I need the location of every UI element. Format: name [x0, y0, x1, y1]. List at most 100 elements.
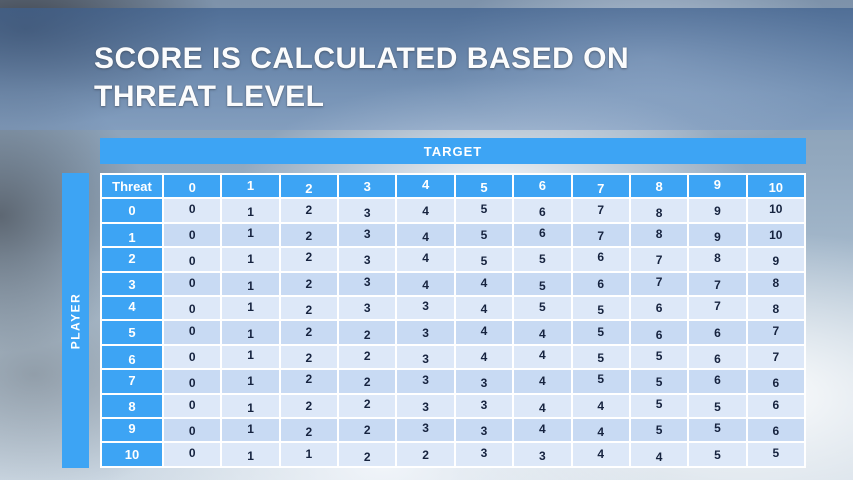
score-cell: 5: [628, 368, 690, 395]
table-row: 2 0 1 2 3 4 5 5 6 7 8 9: [100, 246, 807, 273]
score-cell: 1: [220, 441, 281, 468]
score-cell: 7: [628, 246, 690, 273]
score-cell-label: 5: [480, 254, 488, 269]
score-cell-label: 1: [247, 326, 254, 341]
score-cell-label: 10: [769, 201, 783, 216]
score-cell-label: 6: [655, 301, 663, 316]
score-table: Threat 0 1 2 3 4 5 6 7 8 9 10 0 0 1 2 3 4 5 6 7 8 9 10 1 0 1 2 3 4 5 6 7…: [100, 172, 807, 468]
column-header: 3: [337, 172, 398, 200]
score-cell: 4: [453, 319, 515, 346]
column-header-label: 1: [246, 177, 255, 193]
score-cell-label: 1: [247, 422, 254, 437]
score-cell-label: 2: [305, 372, 313, 387]
score-cell: 4: [395, 246, 456, 273]
score-cell: 7: [570, 221, 631, 249]
score-cell-label: 6: [772, 376, 780, 391]
score-cell: 7: [570, 197, 631, 224]
score-cell: 2: [278, 221, 340, 249]
score-cell-label: 1: [305, 446, 313, 461]
target-header-bar: TARGET: [100, 138, 806, 164]
score-cell: 6: [570, 270, 631, 298]
score-cell-label: 5: [538, 278, 546, 293]
score-cell-label: 4: [538, 326, 546, 341]
score-cell: 6: [687, 319, 748, 346]
score-cell: 3: [337, 221, 398, 249]
score-cell-label: 6: [538, 204, 546, 219]
score-cell: 5: [570, 295, 631, 322]
score-cell-label: 0: [188, 275, 196, 290]
score-cell-label: 10: [769, 228, 783, 243]
score-cell: 10: [745, 221, 807, 249]
score-cell: 6: [745, 392, 807, 420]
row-header: 5: [100, 319, 164, 346]
score-cell-label: 4: [422, 251, 429, 266]
score-cell-label: 3: [422, 299, 429, 314]
score-cell-label: 2: [305, 324, 313, 339]
score-cell: 1: [220, 270, 281, 298]
row-header: 4: [100, 295, 164, 322]
score-cell: 6: [512, 197, 573, 224]
score-cell-label: 4: [480, 350, 488, 365]
column-header-label: 0: [188, 179, 196, 195]
score-cell: 5: [512, 246, 573, 273]
row-header-label: 5: [128, 325, 136, 341]
row-header: 0: [100, 197, 164, 224]
score-cell-label: 6: [772, 424, 780, 439]
score-cell-label: 7: [714, 277, 721, 292]
column-header-label: 5: [480, 179, 488, 195]
score-cell: 3: [395, 392, 456, 420]
score-cell-label: 5: [480, 228, 488, 243]
score-cell-label: 1: [247, 226, 254, 241]
score-cell-label: 3: [363, 301, 371, 316]
row-header: 9: [100, 417, 164, 444]
row-header: 10: [100, 441, 164, 468]
score-cell-label: 3: [480, 376, 488, 391]
column-header: 7: [570, 172, 631, 200]
table-row: 5 0 1 2 2 3 4 4 5 6 6 7: [100, 319, 807, 346]
target-label: TARGET: [423, 143, 483, 159]
score-cell-label: 3: [480, 445, 488, 460]
score-cell-label: 4: [597, 425, 605, 440]
table-row: 4 0 1 2 3 3 4 5 5 6 7 8: [100, 295, 807, 322]
score-cell: 4: [512, 368, 573, 395]
score-cell-label: 0: [188, 397, 196, 412]
score-cell-label: 2: [363, 327, 371, 342]
score-cell: 1: [220, 295, 281, 322]
column-header: 1: [220, 172, 281, 200]
column-header-label: 10: [768, 179, 784, 195]
score-cell-label: 2: [305, 229, 313, 244]
score-cell-label: 0: [188, 445, 196, 460]
score-cell-label: 2: [305, 202, 313, 217]
column-header: 8: [628, 172, 690, 200]
score-cell: 4: [512, 319, 573, 346]
score-cell-label: 4: [422, 230, 429, 245]
score-cell: 3: [337, 270, 398, 298]
row-header: 1: [100, 221, 164, 249]
score-cell-label: 4: [597, 446, 605, 461]
score-cell-label: 3: [422, 325, 429, 340]
score-cell: 4: [512, 392, 573, 420]
score-cell: 3: [337, 197, 398, 224]
score-cell: 9: [745, 246, 807, 273]
score-cell: 8: [628, 221, 690, 249]
score-cell-label: 2: [363, 375, 371, 390]
score-cell-label: 3: [422, 352, 429, 367]
score-cell-label: 8: [655, 227, 663, 242]
score-cell: 1: [220, 417, 281, 444]
score-cell-label: 0: [188, 424, 196, 439]
threat-corner-header-label: Threat: [112, 178, 152, 194]
score-cell-label: 1: [247, 204, 254, 219]
score-cell: 3: [453, 417, 515, 444]
score-cell: 2: [278, 197, 340, 224]
score-cell: 2: [337, 343, 398, 371]
score-cell: 6: [745, 368, 807, 395]
row-header-label: 7: [128, 372, 136, 388]
score-cell-label: 5: [655, 349, 663, 364]
threat-corner-header: Threat: [100, 172, 164, 200]
score-cell: 0: [161, 343, 223, 371]
score-cell: 3: [337, 246, 398, 273]
score-cell: 3: [512, 441, 573, 468]
score-cell: 0: [161, 392, 223, 420]
score-cell-label: 4: [480, 323, 488, 338]
score-cell: 7: [745, 343, 807, 371]
